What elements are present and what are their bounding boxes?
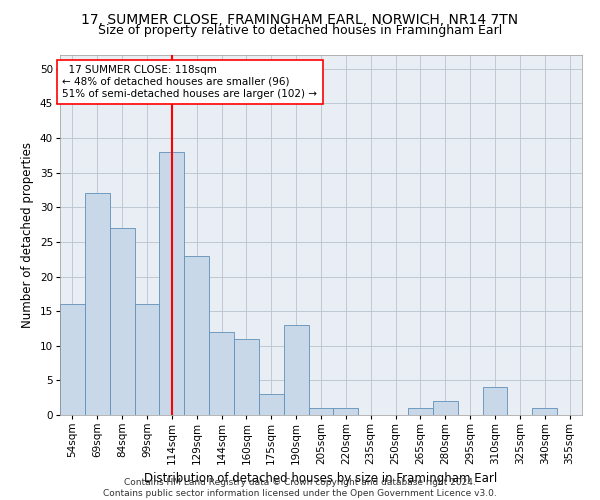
Bar <box>308 408 334 415</box>
Text: 17 SUMMER CLOSE: 118sqm
← 48% of detached houses are smaller (96)
51% of semi-de: 17 SUMMER CLOSE: 118sqm ← 48% of detache… <box>62 66 317 98</box>
Text: 17, SUMMER CLOSE, FRAMINGHAM EARL, NORWICH, NR14 7TN: 17, SUMMER CLOSE, FRAMINGHAM EARL, NORWI… <box>82 12 518 26</box>
Bar <box>85 194 110 415</box>
Text: Size of property relative to detached houses in Framingham Earl: Size of property relative to detached ho… <box>98 24 502 37</box>
Bar <box>433 401 458 415</box>
Bar <box>110 228 134 415</box>
Bar <box>134 304 160 415</box>
Bar <box>259 394 284 415</box>
Bar <box>284 325 308 415</box>
Bar <box>334 408 358 415</box>
Y-axis label: Number of detached properties: Number of detached properties <box>21 142 34 328</box>
Bar <box>234 339 259 415</box>
Bar <box>184 256 209 415</box>
Bar <box>160 152 184 415</box>
Bar <box>482 388 508 415</box>
Bar <box>408 408 433 415</box>
X-axis label: Distribution of detached houses by size in Framingham Earl: Distribution of detached houses by size … <box>145 472 497 486</box>
Bar <box>532 408 557 415</box>
Bar <box>209 332 234 415</box>
Bar <box>60 304 85 415</box>
Text: Contains HM Land Registry data © Crown copyright and database right 2024.
Contai: Contains HM Land Registry data © Crown c… <box>103 478 497 498</box>
